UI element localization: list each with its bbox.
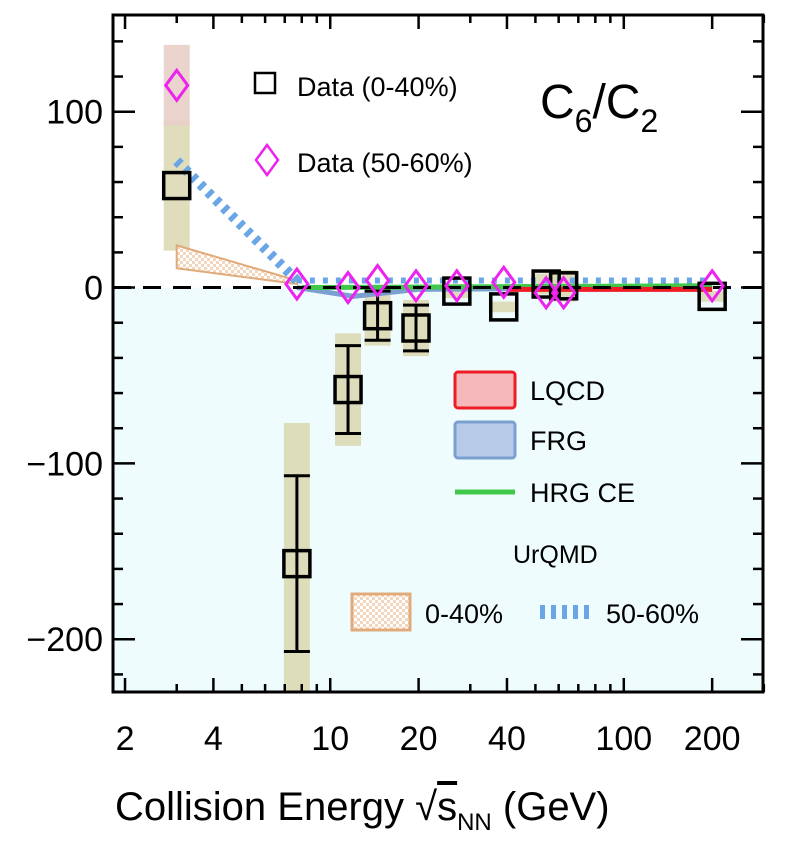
legend-marker-diamond bbox=[254, 142, 280, 178]
y-tick-label: 100 bbox=[46, 94, 103, 132]
legend-swatch-urqmd-0-40 bbox=[350, 592, 412, 632]
legend-label: Data (50-60%) bbox=[297, 148, 473, 178]
urqmd-0-40-band bbox=[175, 244, 298, 286]
data-point-50-60 bbox=[443, 268, 470, 304]
data-point-50-60 bbox=[403, 268, 429, 304]
data-point-50-60 bbox=[550, 275, 577, 311]
data-point-50-60 bbox=[490, 264, 517, 300]
systematic-error-band bbox=[163, 120, 190, 251]
data-point-0-40 bbox=[161, 170, 192, 201]
y-tick-label: 0 bbox=[84, 270, 103, 308]
data-point-0-40 bbox=[362, 300, 393, 331]
data-point-0-40 bbox=[697, 281, 727, 312]
legend-marker-square bbox=[253, 71, 277, 95]
legend-group-title: UrQMD bbox=[513, 541, 598, 569]
x-tick-label: 10 bbox=[311, 720, 349, 758]
systematic-error-band bbox=[163, 44, 190, 126]
data-point-50-60 bbox=[284, 266, 310, 302]
systematic-error-band bbox=[699, 291, 726, 302]
x-tick-label: 2 bbox=[116, 720, 135, 758]
data-point-50-60 bbox=[364, 262, 391, 299]
y-tick-label: −100 bbox=[26, 445, 103, 483]
legend: Data (0-40%) Data (50-60%) LQCD FRG HRG … bbox=[253, 71, 699, 632]
x-tick-label: 200 bbox=[684, 720, 741, 758]
legend-label: LQCD bbox=[530, 376, 605, 406]
systematic-error-band bbox=[490, 301, 517, 313]
legend-swatch-lqcd bbox=[453, 370, 517, 410]
chart-title: C6/C2 bbox=[540, 76, 658, 139]
x-tick-label: 4 bbox=[204, 720, 223, 758]
plot-area: 2 4 10 20 40 100 200 100 0 −100 −200 bbox=[26, 13, 766, 758]
data-point-50-60 bbox=[533, 275, 560, 311]
data-point-0-40 bbox=[488, 292, 519, 322]
x-tick-label: 100 bbox=[595, 720, 652, 758]
legend-label: FRG bbox=[530, 426, 587, 456]
legend-label: 50-60% bbox=[606, 599, 699, 629]
x-tick-label: 20 bbox=[400, 720, 438, 758]
legend-label: 0-40% bbox=[425, 599, 503, 629]
data-point-0-40 bbox=[333, 374, 363, 405]
y-tick-label: −200 bbox=[26, 621, 103, 659]
data-point-0-40 bbox=[282, 548, 312, 579]
legend-swatch-frg bbox=[453, 420, 517, 460]
data-point-50-60 bbox=[163, 67, 190, 103]
legend-label: HRG CE bbox=[530, 478, 635, 508]
negative-region bbox=[113, 287, 763, 692]
x-tick-label: 40 bbox=[488, 720, 526, 758]
data-point-50-60 bbox=[699, 268, 726, 304]
data-point-0-40 bbox=[401, 313, 431, 343]
plot-frame bbox=[111, 13, 765, 694]
x-axis-label: Collision Energy √sNN (GeV) bbox=[115, 785, 610, 836]
data-point-50-60 bbox=[335, 270, 361, 306]
data-point-0-40 bbox=[442, 276, 472, 306]
legend-label: Data (0-40%) bbox=[297, 72, 458, 102]
